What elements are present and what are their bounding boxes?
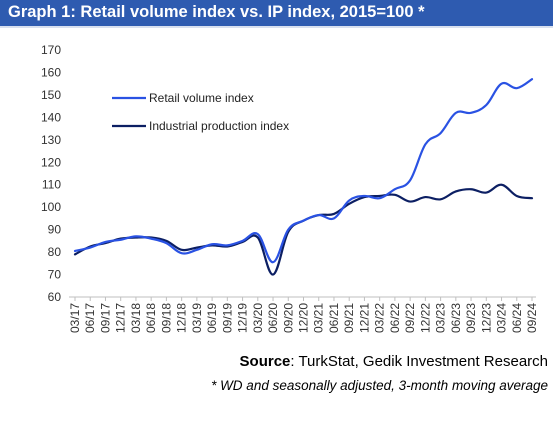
x-tick-label: 03/24 <box>495 303 509 333</box>
x-tick-label: 12/22 <box>418 303 432 333</box>
y-tick-label: 80 <box>48 245 62 259</box>
x-tick-label: 12/20 <box>297 303 311 333</box>
x-tick-label: 06/19 <box>205 303 219 333</box>
x-tick-label: 06/24 <box>510 303 524 333</box>
y-tick-label: 160 <box>41 65 61 79</box>
footnote: * WD and seasonally adjusted, 3-month mo… <box>211 378 548 393</box>
y-tick-label: 120 <box>41 155 61 169</box>
x-tick-label: 06/17 <box>83 303 97 333</box>
x-tick-label: 12/18 <box>175 303 189 333</box>
source-text: : TurkStat, Gedik Investment Research <box>290 353 548 370</box>
legend: Retail volume index Industrial production… <box>112 91 289 133</box>
legend-label: Retail volume index <box>149 91 254 105</box>
x-tick-label: 06/21 <box>327 303 341 333</box>
title-divider <box>0 26 553 28</box>
y-tick-label: 140 <box>41 110 61 124</box>
x-tick-label: 06/18 <box>144 303 158 333</box>
x-tick-label: 12/19 <box>236 303 250 333</box>
y-tick-label: 100 <box>41 200 61 214</box>
title-bar: Graph 1: Retail volume index vs. IP inde… <box>0 0 553 26</box>
x-tick-label: 06/22 <box>388 303 402 333</box>
x-tick-label: 09/24 <box>525 303 539 333</box>
x-tick-label: 03/22 <box>373 303 387 333</box>
source-label: Source <box>239 353 291 370</box>
x-tick-label: 09/17 <box>98 303 112 333</box>
x-tick-label: 03/19 <box>190 303 204 333</box>
y-tick-label: 60 <box>48 290 62 304</box>
y-tick-label: 170 <box>41 43 61 57</box>
series-line-industrial-production <box>73 183 534 276</box>
x-tick-label: 03/21 <box>312 303 326 333</box>
x-tick-label: 12/21 <box>357 303 371 333</box>
x-tick-label: 12/23 <box>479 303 493 333</box>
x-tick-label: 03/17 <box>68 303 82 333</box>
legend-label: Industrial production index <box>149 119 289 133</box>
y-tick-label: 150 <box>41 88 61 102</box>
x-tick-label: 12/17 <box>114 303 128 333</box>
x-tick-label: 03/23 <box>434 303 448 333</box>
x-tick-label: 09/23 <box>464 303 478 333</box>
series-line-retail-volume <box>73 78 534 264</box>
y-tick-label: 90 <box>48 223 62 237</box>
x-tick-label: 03/20 <box>251 303 265 333</box>
x-tick-label: 03/18 <box>129 303 143 333</box>
x-tick-label: 09/19 <box>220 303 234 333</box>
series-layer <box>73 78 534 276</box>
legend-item-retail: Retail volume index <box>112 91 254 105</box>
source-note: Source: TurkStat, Gedik Investment Resea… <box>240 353 548 370</box>
y-tick-label: 110 <box>42 178 61 192</box>
x-tick-label: 09/20 <box>281 303 295 333</box>
y-tick-label: 130 <box>41 133 61 147</box>
y-tick-label: 70 <box>48 268 62 282</box>
x-tick-label: 09/21 <box>342 303 356 333</box>
legend-item-industrial: Industrial production index <box>112 119 289 133</box>
x-tick-label: 09/22 <box>403 303 417 333</box>
x-tick-label: 06/23 <box>449 303 463 333</box>
chart-title: Graph 1: Retail volume index vs. IP inde… <box>8 3 425 21</box>
x-tick-label: 06/20 <box>266 303 280 333</box>
x-tick-label: 09/18 <box>159 303 173 333</box>
